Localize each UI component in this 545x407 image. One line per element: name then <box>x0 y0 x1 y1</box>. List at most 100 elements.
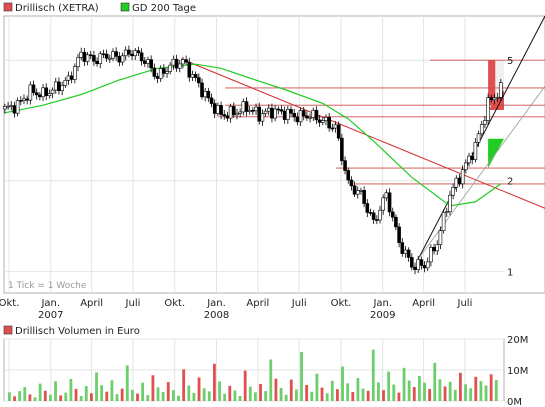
volume-bar-3 <box>23 387 27 401</box>
price-candle-body-77 <box>247 110 252 112</box>
price-candle-body-62 <box>200 82 204 98</box>
volume-bar-54 <box>284 394 288 401</box>
volume-bar-49 <box>259 383 262 401</box>
price-candle-body-137 <box>438 230 443 245</box>
price-candle-139 <box>444 207 449 217</box>
volume-bar-72 <box>377 382 380 401</box>
volume-bar-15 <box>84 386 88 401</box>
price-candle-body-13 <box>44 87 49 96</box>
volume-bar-17 <box>95 372 98 401</box>
price-candle-body-96 <box>308 116 312 119</box>
price-candle-body-107 <box>343 160 347 171</box>
price-candle-94 <box>301 106 306 121</box>
price-candle-89 <box>286 105 290 124</box>
price-candle-62 <box>200 78 204 100</box>
volume-bar-5 <box>33 397 37 401</box>
price-candle-body-153 <box>489 97 494 101</box>
price-candle-30 <box>98 50 103 69</box>
price-candle-5 <box>19 96 23 106</box>
volume-bar-79 <box>412 387 416 401</box>
price-candle-body-38 <box>123 49 128 57</box>
volume-bar-25 <box>136 393 139 401</box>
price-candle-body-145 <box>464 162 468 170</box>
volume-bar-34 <box>182 369 186 401</box>
price-candle-57 <box>184 55 188 65</box>
price-candle-64 <box>206 87 211 102</box>
x-tick-label-3: Juli <box>125 298 141 309</box>
price-candle-118 <box>378 205 382 224</box>
price-candle-body-31 <box>101 53 106 56</box>
volume-bar-93 <box>484 385 488 401</box>
price-candle-body-138 <box>441 212 446 231</box>
price-candle-body-24 <box>79 51 84 58</box>
price-candle-41 <box>133 47 138 61</box>
price-candle-91 <box>292 108 296 122</box>
volume-y-tick-label-2: 0M <box>507 397 522 407</box>
price-candle-body-34 <box>111 51 115 59</box>
x-tick-label-7: Juli <box>291 298 307 309</box>
price-candle-55 <box>177 59 182 73</box>
volume-bar-4 <box>28 394 32 401</box>
price-candle-148 <box>473 138 478 163</box>
price-candle-100 <box>321 116 325 126</box>
price-candle-111 <box>355 186 360 199</box>
price-candles <box>3 45 503 275</box>
price-candle-body-91 <box>292 112 296 118</box>
price-candle-body-115 <box>368 212 373 214</box>
price-candle-42 <box>136 46 141 57</box>
price-candle-body-9 <box>31 84 36 93</box>
price-candle-39 <box>127 45 131 58</box>
price-candle-121 <box>387 188 392 217</box>
price-candle-58 <box>187 57 192 82</box>
volume-bar-64 <box>336 389 339 401</box>
price-candle-body-35 <box>114 51 118 57</box>
volume-bar-81 <box>423 382 426 401</box>
volume-bar-19 <box>105 391 109 401</box>
price-candle-123 <box>394 214 398 231</box>
price-candle-122 <box>390 207 395 222</box>
volume-bar-94 <box>489 374 493 401</box>
price-candle-body-18 <box>60 85 64 91</box>
volume-bar-70 <box>366 390 370 401</box>
volume-bar-73 <box>382 390 385 401</box>
price-candle-body-72 <box>231 106 236 116</box>
price-candle-body-27 <box>88 54 93 57</box>
price-candle-body-12 <box>41 87 45 98</box>
price-candle-body-63 <box>203 90 207 98</box>
price-candle-119 <box>381 194 386 215</box>
price-candle-body-139 <box>444 211 449 214</box>
price-candle-102 <box>327 113 331 132</box>
price-candle-body-70 <box>225 115 230 119</box>
volume-legend: Drillisch Volumen in Euro <box>3 325 140 337</box>
price-candle-body-36 <box>117 56 122 63</box>
price-candle-body-109 <box>349 179 354 187</box>
price-candle-body-99 <box>317 119 322 123</box>
price-candle-body-93 <box>298 110 303 123</box>
price-candle-body-144 <box>460 169 465 185</box>
price-candle-body-82 <box>263 110 268 114</box>
price-candle-body-131 <box>419 259 424 266</box>
price-candle-103 <box>330 123 335 132</box>
price-candle-body-152 <box>486 97 490 121</box>
legend-swatch-volume <box>3 325 13 335</box>
volume-bar-31 <box>166 382 170 401</box>
price-candle-body-135 <box>432 247 436 252</box>
price-candle-body-114 <box>365 203 370 213</box>
volume-bar-47 <box>248 386 252 401</box>
volume-bar-45 <box>238 396 242 401</box>
price-candle-18 <box>60 81 64 96</box>
price-candle-body-39 <box>127 49 131 55</box>
price-candle-90 <box>289 106 293 117</box>
volume-bar-11 <box>64 392 68 401</box>
price-candle-9 <box>31 80 36 96</box>
volume-bar-30 <box>161 392 165 401</box>
volume-bar-87 <box>453 389 457 401</box>
price-candle-body-97 <box>311 109 316 118</box>
price-candle-4 <box>15 97 20 117</box>
price-candle-body-89 <box>286 109 290 120</box>
volume-bar-35 <box>187 385 191 401</box>
price-candle-body-86 <box>276 108 281 111</box>
volume-bar-0 <box>8 392 11 401</box>
volume-bar-92 <box>479 381 483 401</box>
